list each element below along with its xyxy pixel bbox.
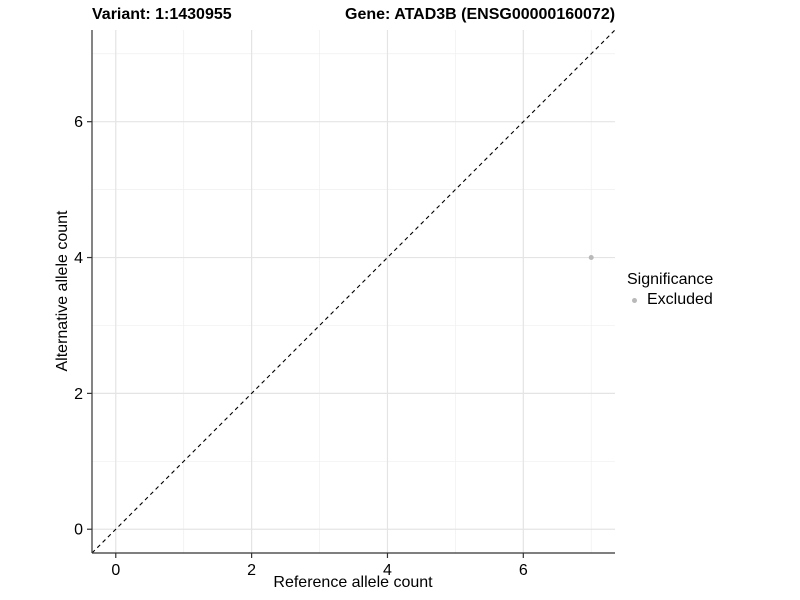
x-tick-label: 4 <box>383 562 392 579</box>
legend-title: Significance <box>627 271 714 288</box>
data-point <box>588 255 594 261</box>
variant-title: Variant: 1:1430955 <box>92 6 232 23</box>
y-tick-label: 4 <box>74 250 83 267</box>
y-axis-title: Alternative allele count <box>54 210 71 372</box>
legend-entry-label: Excluded <box>647 291 713 308</box>
x-tick-label: 0 <box>111 562 120 579</box>
legend: Significance Excluded <box>627 271 713 309</box>
y-tick-label: 2 <box>74 386 83 403</box>
legend-point-icon <box>632 297 637 303</box>
gene-title: Gene: ATAD3B (ENSG00000160072) <box>345 6 616 23</box>
x-tick-label: 6 <box>519 562 528 579</box>
x-axis-title: Reference allele count <box>273 574 433 591</box>
y-tick-label: 0 <box>74 522 83 539</box>
y-tick-label: 6 <box>74 114 83 131</box>
x-tick-label: 2 <box>247 562 256 579</box>
identity-reference-line <box>91 29 616 554</box>
legend-entry-excluded: Excluded <box>627 291 713 309</box>
